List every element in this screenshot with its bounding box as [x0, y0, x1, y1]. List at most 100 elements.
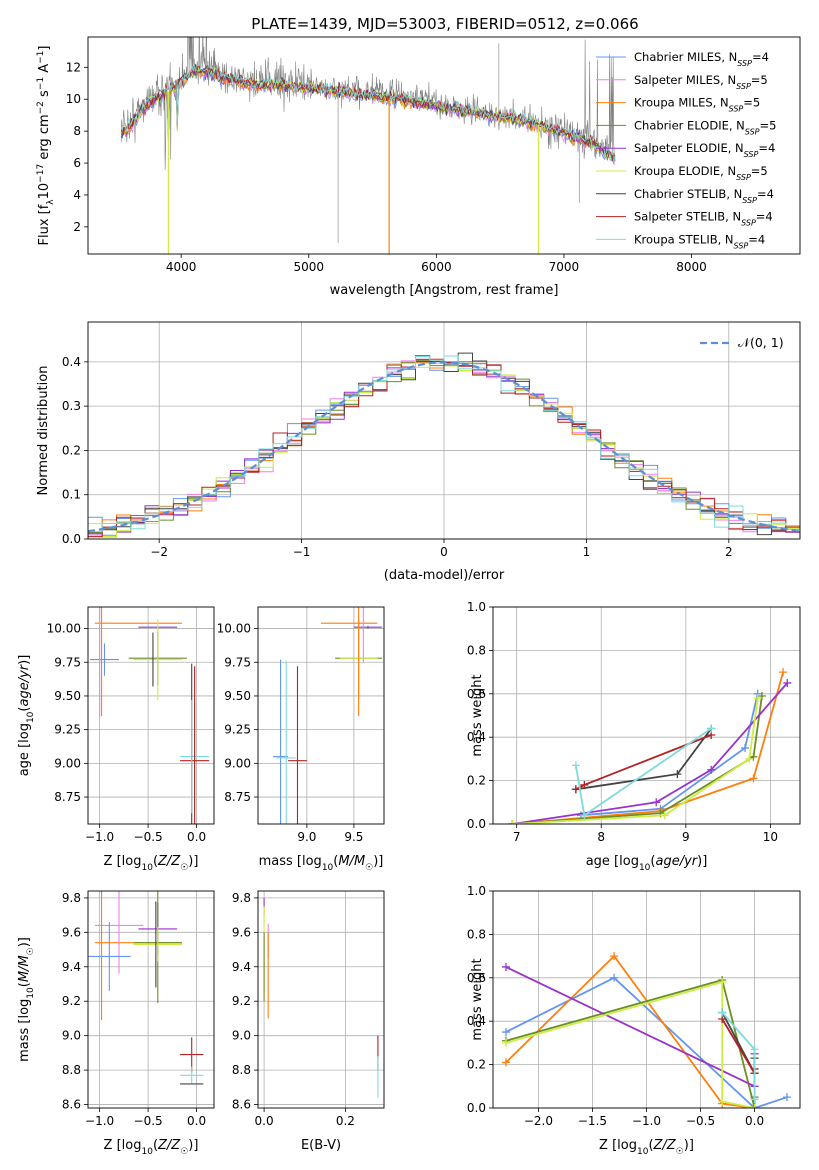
y-axis-label: Flux [fλ10−17 erg cm−2 s−1 A−1] — [36, 46, 56, 246]
label-part: ( — [153, 854, 158, 869]
weight-marker — [750, 1045, 759, 1054]
plot-area — [501, 952, 792, 1108]
x-tick-label: −1.5 — [578, 1114, 607, 1128]
weight-marker — [779, 668, 788, 677]
label-part: ( — [648, 1138, 653, 1153]
label-part: Z [log — [104, 854, 142, 869]
axes-frame — [492, 890, 801, 1109]
x-tick-label: 0.0 — [187, 1114, 206, 1128]
y-tick-label: 9.25 — [224, 723, 251, 737]
axes-frame — [87, 36, 801, 255]
weight-line — [505, 954, 755, 1108]
x-tick-label: 9.0 — [297, 830, 316, 844]
x-axis-label: (data-model)/error — [384, 568, 505, 583]
legend-label: Kroupa STELIB, NSSP=4 — [634, 232, 765, 250]
x-tick-label: −1.0 — [632, 1114, 661, 1128]
weight-marker — [718, 978, 727, 987]
x-tick-label: 0.0 — [187, 830, 206, 844]
weight-marker — [707, 765, 716, 774]
y-axis-label: age [log10(age/yr)] — [17, 655, 36, 777]
weight-line — [512, 671, 784, 824]
label-part: Flux [f — [37, 204, 52, 245]
y-tick-label: 8.6 — [62, 1098, 81, 1112]
label-part: 10 — [37, 183, 52, 200]
label-part: mass [log — [17, 999, 32, 1062]
y-tick-label: 6 — [73, 156, 81, 170]
x-axis-label: Z [log10(Z/Z☉)] — [104, 1138, 199, 1157]
y-tick-label: 2 — [73, 220, 81, 234]
label-part: M/M — [17, 955, 32, 982]
weight-marker — [753, 694, 762, 703]
label-part: ( — [153, 1138, 158, 1153]
weight-marker — [741, 744, 750, 753]
weight-marker — [749, 752, 758, 761]
x-tick-label: 0.0 — [745, 1114, 764, 1128]
label-part: wavelength [Angstrom, rest frame] — [330, 283, 559, 298]
legend-label-count: =4 — [758, 141, 775, 155]
panel-1: −2 −1 0 1 2 0.0 0.1 0.2 0.3 0.4 𝒩(0, 1) (data-model… — [36, 321, 801, 583]
label-part: age/yr — [17, 663, 32, 706]
y-tick-label: 0.0 — [467, 817, 486, 831]
y-tick-label: 8 — [73, 124, 81, 138]
y-tick-label: 9.6 — [62, 925, 81, 939]
weight-marker — [783, 1093, 792, 1102]
plot-area — [88, 352, 800, 538]
weight-marker — [501, 962, 510, 971]
legend-label-text: Chabrier STELIB, N — [634, 187, 742, 201]
normal-pdf-curve — [88, 361, 800, 533]
panel-2: −1.0 −0.5 0.0 8.75 9.00 9.25 9.50 9.75 10.00 Z [l… — [17, 606, 215, 873]
y-tick-label: 9.2 — [232, 994, 251, 1008]
legend-label-text: Salpeter STELIB, N — [634, 210, 741, 224]
x-tick-label: 9.5 — [344, 830, 363, 844]
y-axis-label: Normed distribution — [36, 366, 51, 496]
label-part: 10 — [141, 863, 153, 873]
legend-label-sub: SSP — [737, 59, 752, 68]
label-part: −1 — [36, 51, 46, 64]
legend-label-sub: SSP — [745, 127, 760, 136]
weight-line — [505, 976, 788, 1108]
legend-label-sub: SSP — [742, 195, 757, 204]
label-part: Z [log — [599, 1138, 637, 1153]
weight-marker — [718, 1097, 727, 1106]
x-axis-label: Z [log10(Z/Z☉)] — [104, 854, 199, 873]
label-part: 10 — [639, 863, 651, 873]
legend-label-count: =5 — [751, 164, 768, 178]
label-part: ☉ — [676, 1147, 684, 1157]
y-tick-label: 9.00 — [54, 756, 81, 770]
y-tick-label: 9.50 — [224, 689, 251, 703]
legend-label-text: Chabrier MILES, N — [634, 50, 737, 64]
legend-label: Chabrier MILES, NSSP=4 — [634, 50, 769, 68]
label-part: ☉ — [26, 947, 36, 955]
x-axis-label: mass [log10(M/M☉)] — [259, 854, 384, 873]
label-part: )] — [188, 1138, 198, 1153]
x-tick-label: −1 — [293, 545, 311, 559]
label-part: −2 — [36, 101, 46, 114]
y-tick-label: 0.4 — [467, 730, 486, 744]
panel-5: −1.0 −0.5 0.08.68.89.09.29.49.69.8Z [log10… — [17, 890, 215, 1157]
y-tick-label: 8.75 — [224, 790, 251, 804]
weight-marker — [508, 820, 517, 824]
label-part: )] — [188, 854, 198, 869]
legend-label: Salpeter ELODIE, NSSP=4 — [634, 141, 775, 159]
label-part: )] — [684, 1138, 694, 1153]
weight-marker — [501, 1038, 510, 1047]
weight-line — [580, 693, 759, 817]
legend-label-text: Kroupa ELODIE, N — [634, 164, 736, 178]
label-part: erg cm — [37, 114, 52, 163]
y-axis-label: mass weight — [470, 958, 485, 1040]
legend-label: Chabrier ELODIE, NSSP=5 — [634, 118, 776, 136]
weight-marker — [718, 1008, 727, 1017]
y-tick-label: 10 — [66, 92, 81, 106]
model-spectrum-line — [121, 67, 616, 162]
legend-label-sub: SSP — [734, 241, 749, 250]
x-tick-label: 0.0 — [255, 1114, 274, 1128]
label-part: ] — [37, 46, 52, 51]
panel-7: −2.0 −1.5 −1.0 −0.5 0.0 0.0 0.2 0.4 0.6 0.8 1.0 Z [… — [467, 884, 801, 1157]
y-tick-label: 10.00 — [47, 622, 81, 636]
x-tick-label: −1.0 — [85, 1114, 114, 1128]
axes-frame — [87, 890, 215, 1109]
weight-marker — [580, 811, 589, 820]
legend-label-count: =4 — [748, 232, 765, 246]
label-part: 10 — [322, 863, 334, 873]
label-part: ☉ — [180, 863, 188, 873]
